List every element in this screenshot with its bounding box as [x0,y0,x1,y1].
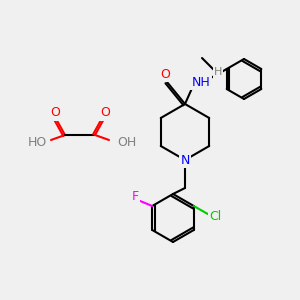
Text: Cl: Cl [210,209,222,223]
Text: HO: HO [28,136,47,148]
Text: O: O [100,106,110,119]
Text: F: F [132,190,139,202]
Text: OH: OH [117,136,136,148]
Text: N: N [180,154,190,166]
Text: NH: NH [192,76,210,88]
Text: H: H [214,67,222,77]
Text: O: O [50,106,60,119]
Text: O: O [160,68,170,80]
